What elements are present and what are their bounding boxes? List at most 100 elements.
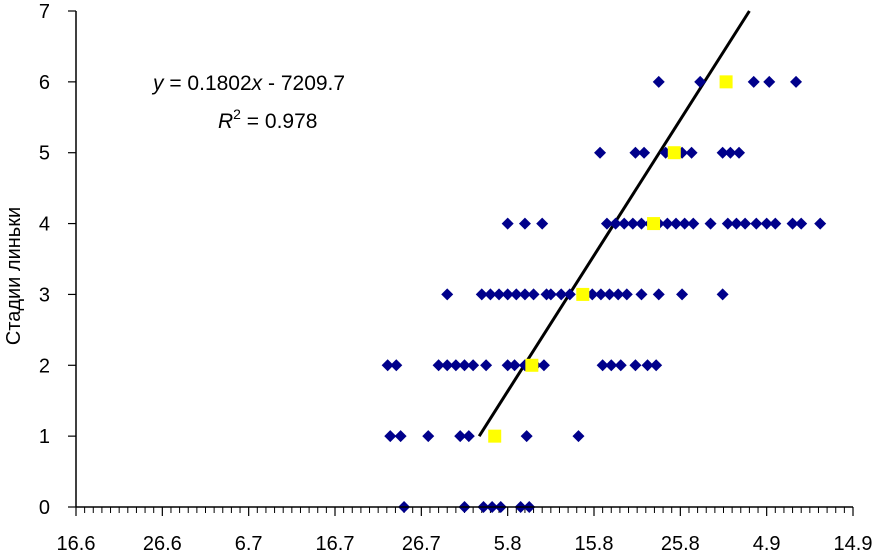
data-point — [733, 146, 746, 159]
y-tick-label: 1 — [39, 426, 50, 448]
data-point — [694, 75, 707, 88]
data-point — [638, 146, 651, 159]
x-tick-label: 26.7 — [402, 533, 441, 555]
data-point — [795, 217, 808, 230]
data-point — [629, 359, 642, 372]
y-axis-label: Стадии линьки — [3, 207, 25, 345]
data-point — [670, 217, 683, 230]
data-point — [620, 288, 633, 301]
data-point — [750, 217, 763, 230]
x-tick-label: 4.9 — [753, 533, 781, 555]
mean-point — [525, 358, 539, 372]
data-point — [454, 430, 467, 443]
x-tick-label: 16.6 — [57, 533, 96, 555]
means-layer — [488, 75, 733, 443]
data-point — [721, 217, 734, 230]
data-point — [605, 359, 618, 372]
data-point — [687, 217, 700, 230]
data-point — [652, 75, 665, 88]
data-point — [555, 288, 568, 301]
points-layer — [381, 75, 827, 513]
data-point — [641, 359, 654, 372]
data-point — [422, 430, 435, 443]
data-point — [432, 359, 445, 372]
y-tick-label: 7 — [39, 1, 50, 23]
eq-y-var: y — [151, 72, 165, 95]
y-tick-label: 4 — [39, 214, 50, 236]
data-point — [390, 359, 403, 372]
eq-rhs-pre: = 0.1802 — [164, 72, 252, 95]
data-point — [614, 359, 627, 372]
data-point — [508, 359, 521, 372]
data-point — [493, 288, 506, 301]
data-point — [544, 288, 557, 301]
data-point — [685, 146, 698, 159]
data-point — [603, 288, 616, 301]
data-point — [475, 288, 488, 301]
data-point — [678, 217, 691, 230]
data-point — [650, 359, 663, 372]
r-squared: R2 = 0.978 — [218, 106, 317, 133]
data-point — [716, 288, 729, 301]
data-point — [814, 217, 827, 230]
data-point — [739, 217, 752, 230]
y-tick-label: 0 — [39, 497, 50, 519]
data-point — [501, 288, 514, 301]
data-point — [462, 430, 475, 443]
data-point — [449, 359, 462, 372]
data-point — [652, 288, 665, 301]
mean-point — [488, 429, 502, 443]
data-point — [441, 288, 454, 301]
data-point — [661, 217, 674, 230]
y-tick-label: 3 — [39, 284, 50, 306]
data-point — [536, 217, 549, 230]
data-point — [786, 217, 799, 230]
data-point — [596, 359, 609, 372]
data-point — [704, 217, 717, 230]
data-point — [527, 288, 540, 301]
data-point — [609, 217, 622, 230]
data-point — [747, 75, 760, 88]
data-point — [629, 146, 642, 159]
data-point — [510, 288, 523, 301]
data-point — [467, 359, 480, 372]
data-point — [484, 288, 497, 301]
data-point — [381, 359, 394, 372]
x-tick-label: 6.7 — [235, 533, 263, 555]
r-exponent: 2 — [233, 106, 241, 122]
x-tick-label: 14.9 — [834, 533, 873, 555]
data-point — [384, 430, 397, 443]
data-point — [563, 288, 576, 301]
data-point — [572, 430, 585, 443]
data-point — [760, 217, 773, 230]
x-tick-labels: 16.6 26.6 6.7 16.7 26.7 5.8 15.8 25.8 4.9 14.9 — [57, 533, 873, 555]
data-point — [612, 288, 625, 301]
data-point — [635, 217, 648, 230]
y-tick-label: 5 — [39, 143, 50, 165]
mean-point — [719, 75, 733, 89]
x-tick-label: 5.8 — [494, 533, 522, 555]
r-rhs: = 0.978 — [241, 110, 317, 133]
data-point — [730, 217, 743, 230]
data-point — [769, 217, 782, 230]
data-point — [600, 217, 613, 230]
x-tick-label: 25.8 — [661, 533, 700, 555]
mean-point — [576, 287, 590, 301]
eq-rhs-post: - 7209.7 — [262, 72, 345, 95]
data-point — [501, 359, 514, 372]
data-point — [790, 75, 803, 88]
data-point — [441, 359, 454, 372]
mean-point — [667, 146, 681, 160]
data-point — [480, 359, 493, 372]
data-point — [518, 217, 531, 230]
x-tick-label: 15.8 — [575, 533, 614, 555]
data-point — [763, 75, 776, 88]
data-point — [520, 430, 533, 443]
data-point — [394, 430, 407, 443]
mean-point — [647, 217, 661, 231]
data-point — [635, 288, 648, 301]
regression-equation: y = 0.1802x - 7209.7 — [151, 72, 345, 95]
data-point — [501, 217, 514, 230]
data-point — [618, 217, 631, 230]
